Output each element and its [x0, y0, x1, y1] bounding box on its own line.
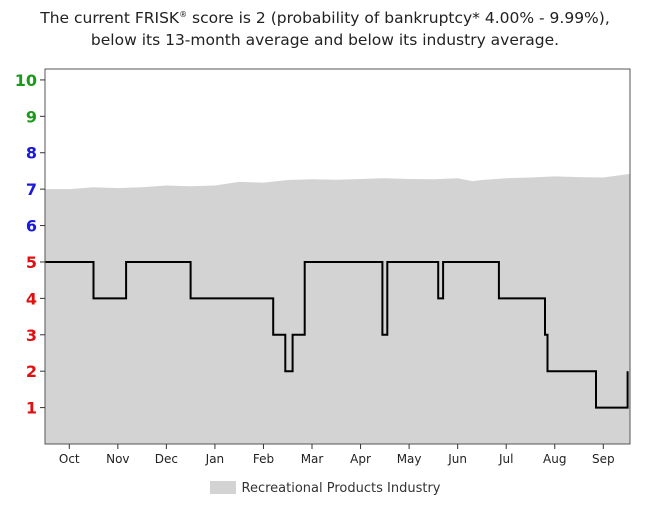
y-tick-label: 9 — [26, 107, 37, 126]
industry-average-area — [45, 173, 630, 444]
x-tick-label: Aug — [543, 452, 566, 466]
y-tick-label: 6 — [26, 217, 37, 236]
chart-caption: The current FRISK® score is 2 (probabili… — [0, 4, 650, 51]
caption-line-2: below its 13-month average and below its… — [90, 31, 560, 50]
y-tick-label: 2 — [26, 362, 37, 381]
caption-line-1-end: score is 2 (probability of bankruptcy* 4… — [187, 9, 610, 28]
x-tick-label: Jun — [447, 452, 467, 466]
legend-swatch — [209, 481, 236, 494]
x-tick-label: Oct — [59, 452, 80, 466]
x-tick-label: Nov — [106, 452, 129, 466]
y-tick-label: 1 — [26, 399, 37, 418]
x-tick-label: Mar — [301, 452, 324, 466]
x-tick-label: Dec — [155, 452, 178, 466]
frisk-score-line — [45, 261, 629, 409]
y-tick-label: 4 — [26, 289, 37, 308]
plot-frame — [44, 68, 631, 445]
caption-line-1-start: The current FRISK — [40, 9, 180, 28]
y-tick-label: 8 — [26, 144, 37, 163]
y-tick-label: 10 — [15, 71, 37, 90]
x-tick-label: Apr — [350, 452, 371, 466]
x-tick-label: May — [397, 452, 422, 466]
y-tick-label: 7 — [26, 180, 37, 199]
x-tick-label: Jan — [205, 452, 225, 466]
y-tick-label: 3 — [26, 326, 37, 345]
x-tick-label: Jul — [498, 452, 513, 466]
y-tick-label: 5 — [26, 253, 37, 272]
legend-label: Recreational Products Industry — [241, 481, 441, 496]
caption-line-1: The current FRISK® score is 2 (probabili… — [0, 4, 650, 29]
registered-mark: ® — [179, 10, 188, 19]
x-tick-label: Sep — [592, 452, 615, 466]
x-tick-label: Feb — [253, 452, 274, 466]
chart-legend: Recreational Products Industry — [0, 481, 650, 496]
